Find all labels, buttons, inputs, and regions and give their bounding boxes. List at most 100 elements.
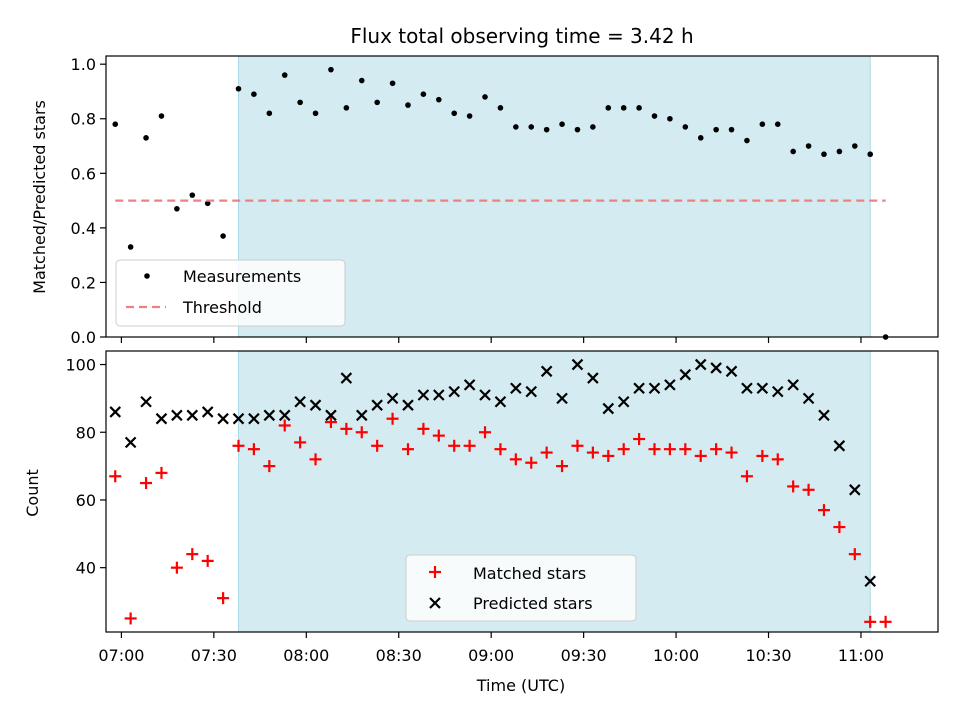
- measurement-point: [852, 143, 858, 149]
- measurement-point: [220, 233, 226, 239]
- matched-point: [232, 439, 245, 452]
- measurement-point: [297, 99, 303, 106]
- measurement-point: [482, 94, 488, 100]
- measurement-point: [328, 66, 334, 73]
- legend-threshold-label: Threshold: [182, 298, 262, 317]
- measurement-point: [497, 105, 504, 111]
- measurement-point: [127, 244, 134, 250]
- matched-point: [509, 453, 522, 466]
- predicted-point: [232, 412, 245, 425]
- axes-frame: [105, 55, 939, 338]
- matched-point: [401, 443, 414, 456]
- predicted-point: [771, 385, 784, 398]
- measurement-point: [143, 135, 149, 141]
- predicted-point: [248, 412, 260, 425]
- count-panel: 40 60 80 100 07:00 07:30 08:00 08:30 09:00 09:30 1…: [23, 350, 939, 695]
- measurement-point: [158, 113, 165, 119]
- predicted-point: [140, 396, 152, 408]
- y-tick-label: 0.8: [71, 110, 96, 129]
- predicted-point: [109, 406, 122, 418]
- legend-measurements-label: Measurements: [183, 267, 301, 286]
- measurement-point: [343, 105, 350, 111]
- matched-point: [787, 480, 800, 493]
- measurement-point: [405, 102, 411, 108]
- measurement-point: [774, 121, 781, 128]
- ratio-y-axis-label: Matched/Predicted stars: [30, 100, 49, 294]
- matched-point: [710, 443, 723, 456]
- matched-point: [124, 612, 137, 625]
- measurement-point: [266, 110, 273, 117]
- predicted-point: [340, 372, 353, 384]
- measurement-point: [420, 91, 427, 97]
- legend-measurements-marker: [144, 273, 150, 279]
- matched-point: [294, 436, 307, 449]
- predicted-point: [741, 382, 753, 395]
- measurement-point: [358, 77, 365, 84]
- measurement-point: [651, 113, 658, 119]
- y-tick-label: 40: [76, 559, 96, 578]
- x-tick-label: 09:30: [561, 646, 607, 665]
- measurement-point: [513, 124, 519, 130]
- matched-point: [170, 561, 183, 574]
- measurement-point: [281, 72, 288, 78]
- legend-predicted-label: Predicted stars: [473, 594, 593, 613]
- predicted-point: [309, 399, 322, 411]
- predicted-point: [617, 396, 630, 408]
- predicted-point: [633, 382, 645, 395]
- series-matched-stars: [109, 412, 892, 628]
- predicted-point: [124, 436, 137, 449]
- matched-point: [648, 443, 661, 456]
- x-tick-label: 08:00: [283, 646, 329, 665]
- measurement-point: [451, 110, 458, 117]
- chart-title: Flux total observing time = 3.42 h: [350, 24, 693, 48]
- matched-point: [463, 439, 476, 452]
- matched-point: [817, 504, 830, 517]
- count-legend: Matched stars Predicted stars: [405, 554, 637, 622]
- legend-predicted-marker: [429, 597, 441, 609]
- x-axis-label: Time (UTC): [476, 676, 565, 695]
- x-tick-label: 07:00: [98, 646, 144, 665]
- matched-point: [617, 443, 630, 456]
- matched-point: [355, 426, 368, 439]
- matched-point: [309, 453, 322, 466]
- measurement-point: [590, 124, 596, 130]
- matched-point: [448, 439, 461, 452]
- matched-point: [802, 483, 815, 496]
- predicted-point: [648, 382, 661, 395]
- measurement-point: [528, 124, 535, 130]
- predicted-point: [818, 409, 830, 422]
- measurement-point: [697, 135, 704, 141]
- matched-point: [278, 419, 291, 432]
- series-measurements: [112, 66, 889, 340]
- predicted-point: [802, 392, 815, 405]
- measurement-point: [790, 148, 796, 155]
- predicted-point: [710, 362, 722, 374]
- matched-point: [525, 456, 538, 469]
- measurement-point: [759, 121, 766, 128]
- matched-point: [663, 443, 676, 456]
- y-tick-label: 0.2: [71, 273, 96, 292]
- measurement-point: [667, 115, 673, 122]
- predicted-point: [587, 372, 599, 384]
- predicted-point: [325, 409, 337, 422]
- predicted-point: [386, 392, 399, 405]
- measurement-point: [574, 126, 581, 133]
- predicted-point: [725, 365, 738, 378]
- matched-point: [186, 548, 199, 561]
- measurement-point: [636, 105, 642, 111]
- matched-point: [586, 446, 599, 459]
- predicted-point: [186, 409, 199, 422]
- matched-point: [571, 439, 584, 452]
- predicted-point: [355, 409, 368, 422]
- ratio-panel-axes: 0.0 0.2 0.4 0.6 0.8 1.0: [71, 55, 939, 347]
- predicted-point: [171, 409, 183, 422]
- matched-point: [432, 429, 445, 442]
- measurement-point: [174, 205, 180, 212]
- legend-matched-marker: [429, 566, 441, 578]
- predicted-point: [787, 379, 799, 391]
- matched-point: [109, 470, 122, 483]
- matched-point: [417, 422, 430, 435]
- predicted-point: [155, 412, 168, 425]
- predicted-point: [479, 389, 491, 401]
- predicted-point: [849, 484, 861, 496]
